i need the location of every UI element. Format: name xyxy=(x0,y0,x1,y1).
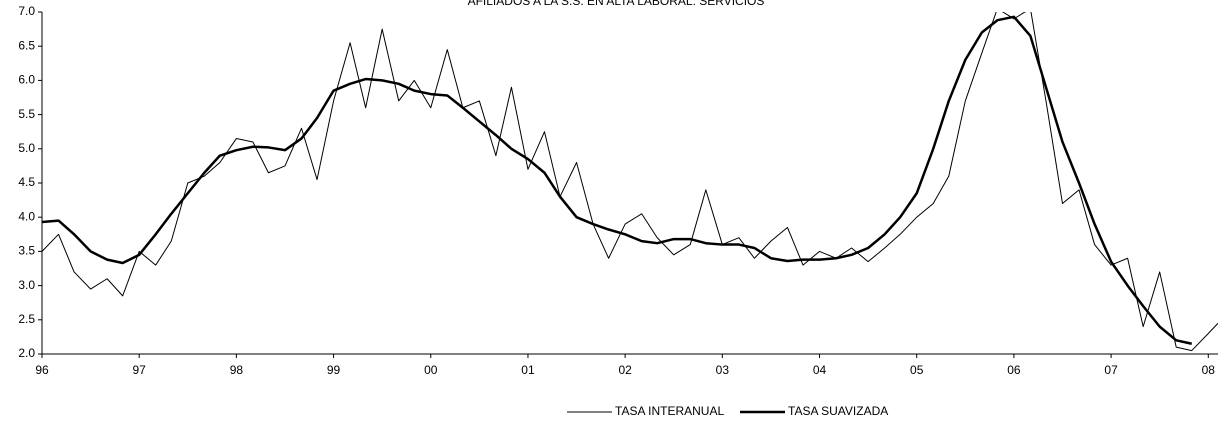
x-tick-label: 96 xyxy=(35,363,49,377)
chart-title: AFILIADOS A LA S.S. EN ALTA LABORAL: SER… xyxy=(468,0,765,8)
series-line xyxy=(42,15,1193,345)
x-tick-label: 07 xyxy=(1104,363,1118,377)
y-tick-label: 2.5 xyxy=(18,312,35,326)
y-tick-label: 2.0 xyxy=(18,346,35,360)
x-tick-label: 04 xyxy=(813,363,827,377)
x-tick-label: 03 xyxy=(716,363,730,377)
x-tick-label: 98 xyxy=(230,363,244,377)
x-tick-label: 02 xyxy=(618,363,632,377)
y-tick-label: 5.0 xyxy=(18,141,35,155)
x-tick-label: 05 xyxy=(910,363,924,377)
y-tick-label: 6.0 xyxy=(18,73,35,87)
y-tick-label: 6.5 xyxy=(18,38,35,52)
plot-area xyxy=(42,12,1218,352)
x-tick-label: 08 xyxy=(1202,363,1216,377)
y-tick-label: 4.0 xyxy=(18,209,35,223)
legend-label: TASA INTERANUAL xyxy=(615,404,724,418)
y-tick-label: 5.5 xyxy=(18,107,35,121)
x-tick-label: 97 xyxy=(133,363,147,377)
x-tick-label: 00 xyxy=(424,363,438,377)
y-tick-label: 3.5 xyxy=(18,244,35,258)
x-tick-label: 99 xyxy=(327,363,341,377)
legend-label: TASA SUAVIZADA xyxy=(788,404,888,418)
x-tick-label: 01 xyxy=(521,363,535,377)
series-line xyxy=(42,12,1218,352)
x-tick-label: 06 xyxy=(1007,363,1021,377)
y-tick-label: 4.5 xyxy=(18,175,35,189)
y-tick-label: 3.0 xyxy=(18,278,35,292)
y-tick-label: 7.0 xyxy=(18,4,35,18)
